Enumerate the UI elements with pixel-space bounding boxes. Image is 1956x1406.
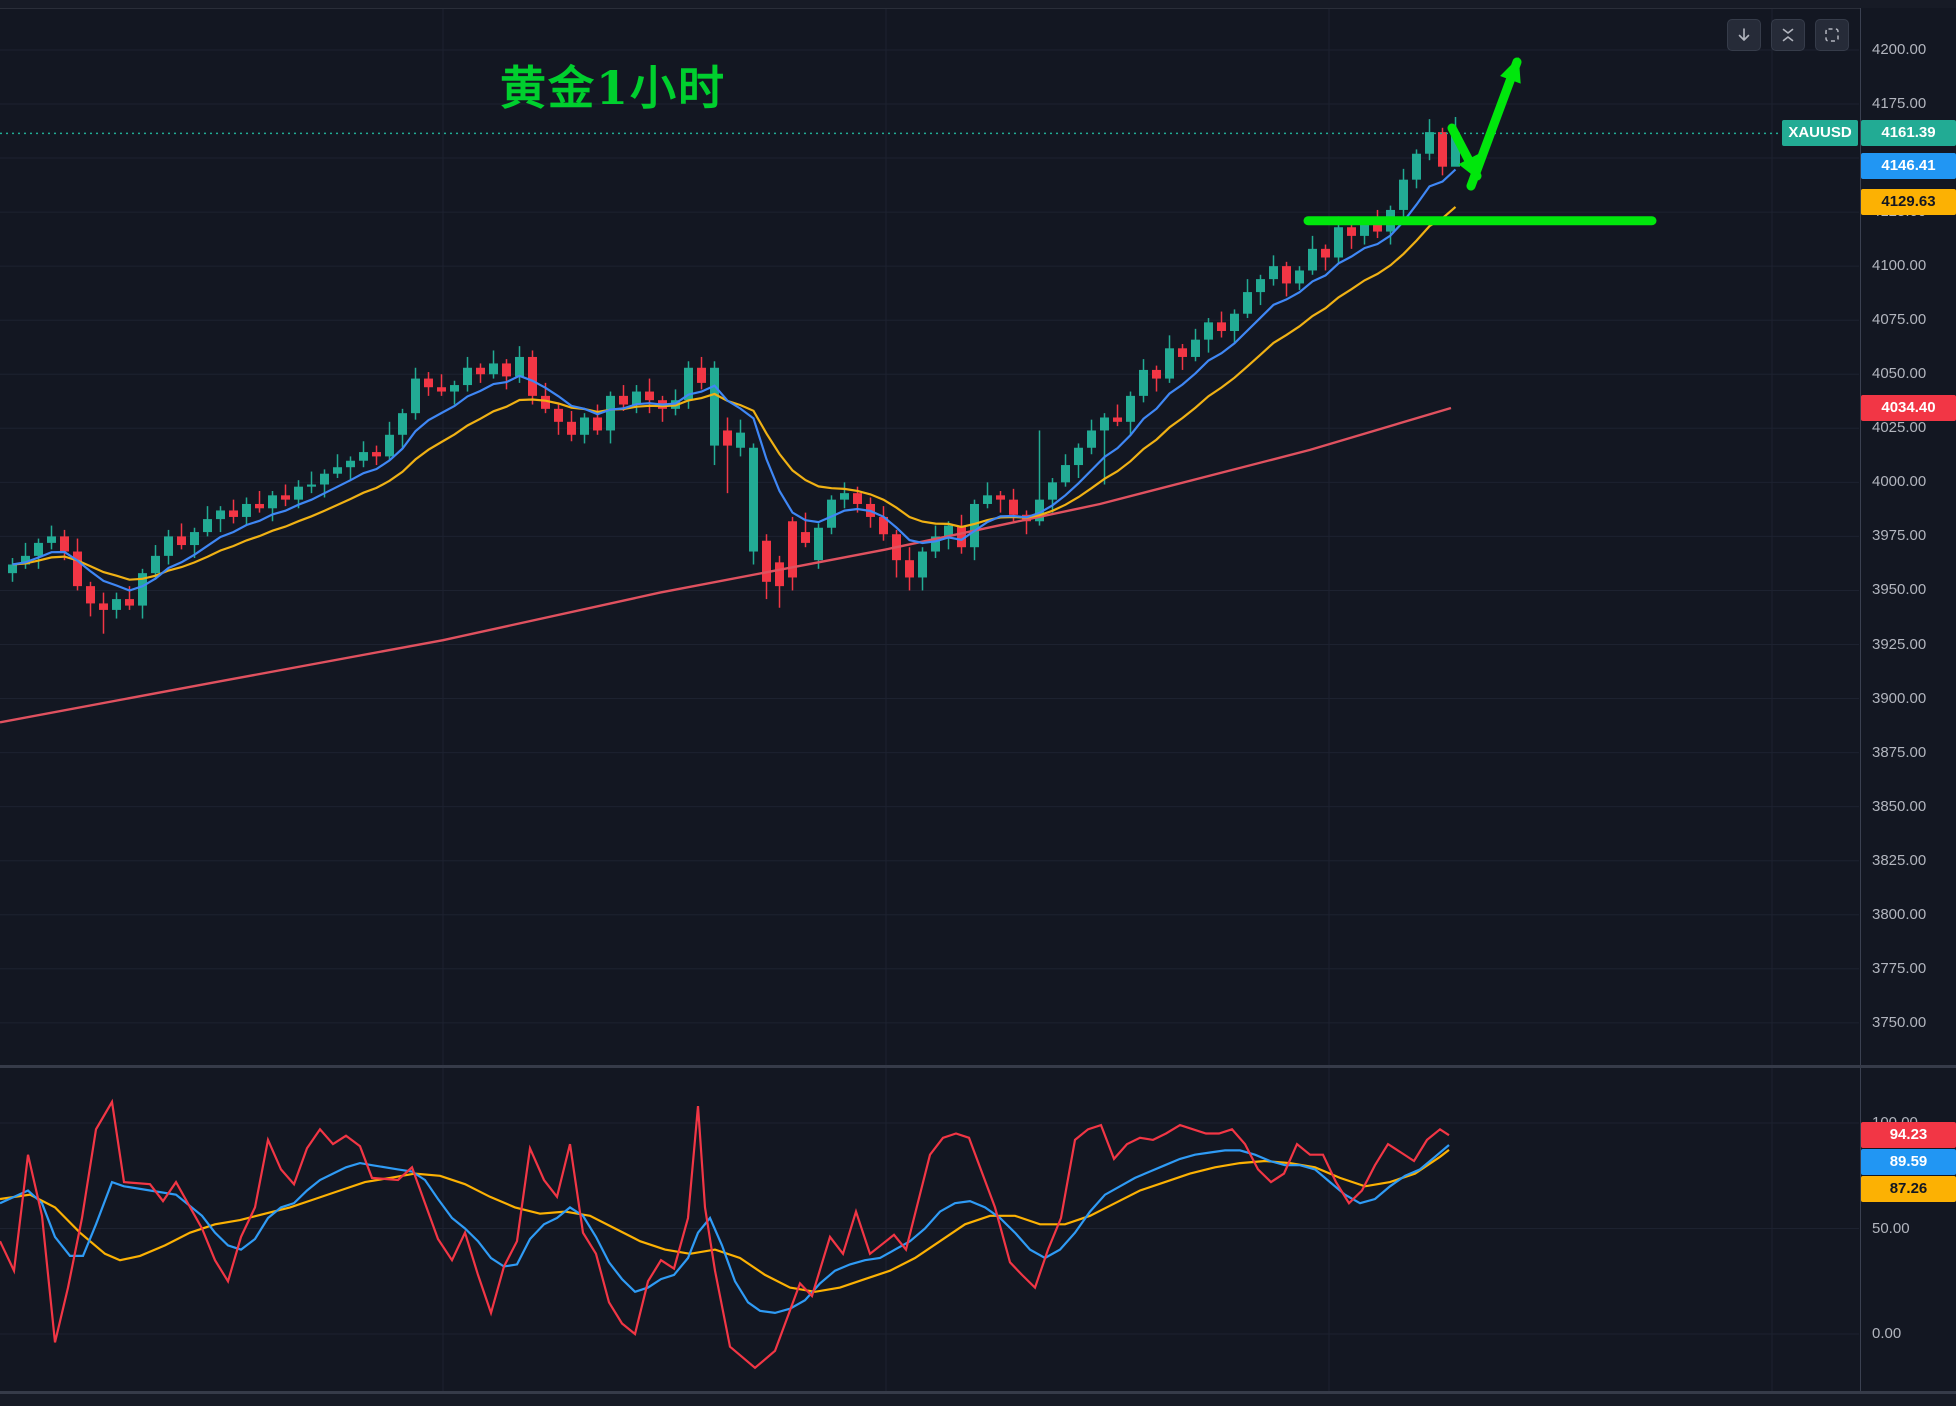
axis-tick-label: 3900.00	[1872, 689, 1927, 707]
axis-tick-label: 3850.00	[1872, 797, 1927, 815]
candlestick-series	[8, 116, 1460, 634]
drawing-annotations[interactable]	[1303, 57, 1657, 226]
oscillator-slow-line	[0, 1149, 1450, 1293]
axis-tick-label: 3925.00	[1872, 635, 1927, 653]
axis-tick-label: 4175.00	[1872, 95, 1927, 112]
gridlines	[0, 9, 1859, 1391]
axis-tick-label: 4025.00	[1872, 419, 1927, 437]
axis-tick-label: 4075.00	[1872, 311, 1927, 329]
oscillator-fast-tag: 94.23	[1861, 1122, 1956, 1149]
moving-averages	[0, 168, 1457, 724]
ma-slow-price-tag: 4129.63	[1861, 189, 1956, 216]
pane-divider[interactable]	[0, 1065, 1956, 1068]
ma-yellow-line	[12, 206, 1457, 581]
axis-tick-label: 3825.00	[1872, 851, 1927, 869]
axis-tick-label: 4200.00	[1872, 40, 1927, 58]
oscillator-mid-tag: 89.59	[1861, 1149, 1956, 1176]
axis-tick-label: 4050.00	[1872, 365, 1927, 383]
axis-tick-label: 3750.00	[1872, 1013, 1927, 1031]
arrow-up-annotation	[1466, 57, 1522, 191]
oscillator-mid-line	[0, 1144, 1450, 1315]
arrow-down-annotation	[1447, 123, 1482, 181]
axis-tick-label: 4000.00	[1872, 473, 1927, 491]
axis-tick-label: 3975.00	[1872, 527, 1927, 545]
time-axis-divider[interactable]	[0, 1391, 1956, 1394]
ma-blue-line	[12, 168, 1457, 592]
oscillator-fast-line	[0, 1098, 1450, 1370]
chart-top-border	[0, 0, 1956, 9]
oscillator-slow-tag: 87.26	[1861, 1176, 1956, 1203]
chart-title-annotation: 黄金1小时	[500, 61, 727, 115]
axis-tick-label: 3875.00	[1872, 743, 1927, 761]
collapse-pane-button[interactable]	[1771, 19, 1805, 51]
maximize-pane-button[interactable]	[1815, 19, 1849, 51]
scroll-to-latest-button[interactable]	[1727, 19, 1761, 51]
axis-tick-label: 0.00	[1872, 1325, 1902, 1342]
axis-tick-label: 50.00	[1872, 1219, 1910, 1237]
oscillator-series	[0, 1098, 1450, 1370]
ma-fast-price-tag: 4146.41	[1861, 152, 1956, 179]
maximize-icon	[1823, 26, 1841, 44]
time-axis[interactable]	[0, 1394, 1956, 1406]
collapse-chevrons-icon	[1779, 26, 1797, 44]
last-price-tag: 4161.39	[1861, 120, 1956, 147]
ma-red-line	[0, 406, 1452, 724]
arrow-down-icon	[1735, 26, 1753, 44]
symbol-label: XAUUSD	[1782, 120, 1858, 147]
axis-tick-label: 3950.00	[1872, 581, 1927, 599]
axis-tick-label: 4100.00	[1872, 257, 1927, 275]
ma-long-price-tag: 4034.40	[1861, 394, 1956, 421]
axis-tick-label: 3800.00	[1872, 905, 1927, 923]
axis-tick-label: 3775.00	[1872, 959, 1927, 977]
